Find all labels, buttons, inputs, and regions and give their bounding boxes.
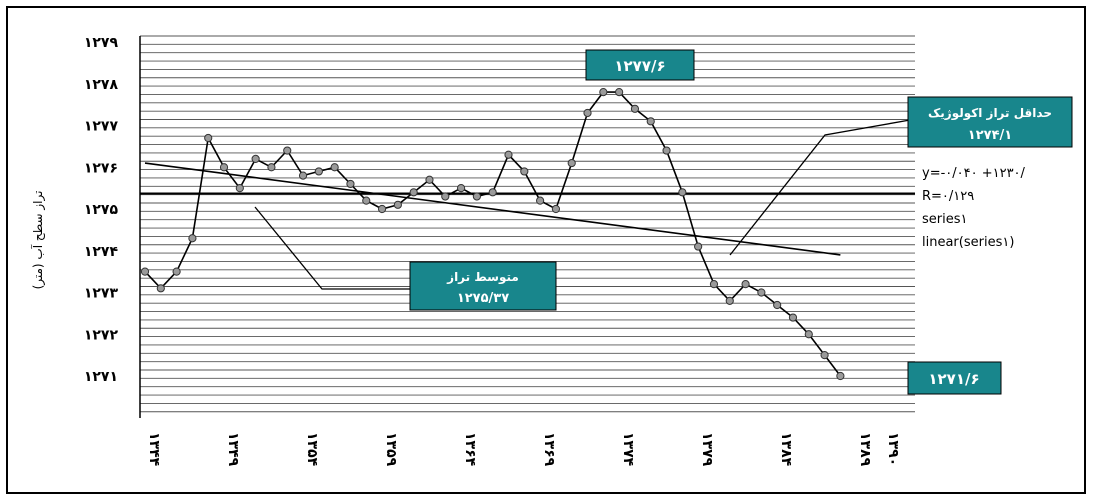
data-point [456,184,466,193]
max-callout-box [585,49,695,81]
data-point [694,242,703,251]
data-point [773,300,782,310]
data-point [488,188,497,197]
data-point [330,163,339,172]
y-tick-label: ۱۲۷۹ [84,35,119,51]
data-point [188,234,197,243]
data-point [757,288,766,297]
y-tick-label: ۱۲۷۵ [84,202,119,218]
x-tick-label: ۱۳۷۹ [699,432,715,467]
y-tick-label: ۱۲۷۸ [84,77,119,93]
data-point [615,88,624,97]
y-tick-label: ۱۲۷۲ [84,327,119,343]
legend-equation: y=-۰/۰۴۰ +۱۲۳۰/ [922,166,1026,181]
x-tick-label: ۱۳۴۹ [225,432,241,467]
data-point [425,175,434,184]
data-point [156,284,165,293]
max-callout-text: ۱۲۷۷/۶ [614,57,665,75]
data-point [393,200,402,209]
trend-line [144,162,841,256]
x-tick-label: ۱۳۶۴ [462,432,478,467]
y-tick-label: ۱۲۷۴ [84,244,119,260]
data-point [536,196,545,205]
chart-frame [6,6,1086,494]
x-tick-label: ۱۳۷۴ [620,432,636,467]
data-point [235,184,244,193]
gridlines [139,35,915,418]
data-point [678,188,687,197]
x-tick-label: ۱۳۸۴ [778,432,794,467]
mean-callout-box [409,261,557,311]
data-point [472,192,481,201]
data-point [362,196,371,205]
y-tick-labels: ۱۲۷۱ ۱۲۷۲ ۱۲۷۳ ۱۲۷۴ ۱۲۷۵ ۱۲۷۶ ۱۲۷۷ ۱۲۷۸ ۱۲۷۹ [84,35,119,385]
eco-callout-value: ۱۲۷۴/۱ [968,128,1012,143]
mean-callout-title: متوسط تراز [446,270,519,285]
data-point [504,150,513,159]
data-point [283,146,292,155]
data-point [804,330,813,339]
data-point [551,204,561,214]
min-callout-text: ۱۲۷۱/۶ [928,370,979,388]
x-tick-label: ۱۳۵۴ [304,432,320,467]
x-tick-label: ۱۳۸۹ [857,432,873,467]
data-point [298,171,308,180]
series-line [144,91,842,377]
eco-callout-title: حداقل تراز اکولوژیک [928,106,1052,121]
data-point [788,313,798,322]
y-axis-label: تراز سطح آب (متر) [30,191,46,290]
data-point [377,204,387,214]
eco-callout-box [907,96,1073,148]
eco-leader-line [729,119,911,256]
data-point [583,108,592,118]
legend-series: series۱ [922,212,967,227]
data-point [172,267,181,276]
data-point [219,163,229,172]
data-point [204,133,213,143]
x-tick-label: ۱۳۹۰ [885,432,901,466]
data-point [251,154,260,163]
data-point [409,188,418,197]
x-tick-label: ۱۳۵۹ [383,432,399,467]
data-point [662,146,671,155]
y-tick-label: ۱۲۷۶ [84,160,118,176]
data-point [520,167,529,176]
data-point [741,280,750,289]
mean-callout-value: ۱۲۷۵/۳۷ [457,291,509,306]
data-point [441,192,450,201]
data-point [567,158,576,168]
legend-r2: R=۰/۱۲۹ [922,189,974,204]
mean-leader-line [254,206,415,290]
data-point [346,179,355,189]
data-point [630,104,640,113]
data-point [725,296,734,305]
y-tick-label: ۱۲۷۷ [84,119,119,135]
min-callout-box [907,361,1002,395]
x-tick-label: ۱۳۶۹ [541,432,557,467]
data-point [267,163,276,172]
x-tick-label: ۱۳۴۴ [146,432,162,467]
y-tick-label: ۱۲۷۱ [84,369,118,385]
y-tick-label: ۱۲۷۳ [84,286,119,302]
data-point [599,88,608,97]
data-point [646,117,655,126]
data-point [140,267,150,276]
x-tick-labels: ۱۳۴۴ ۱۳۴۹ ۱۳۵۴ ۱۳۵۹ ۱۳۶۴ ۱۳۶۹ ۱۳۷۴ ۱۳۷۹ ۱۳۸۴ ۱۳۸۹… [146,432,901,467]
data-point [820,351,829,360]
data-point [836,371,845,381]
legend-trend: linear(series۱) [922,235,1014,250]
data-point [314,167,323,176]
data-point [709,280,719,289]
series-points [140,88,845,381]
